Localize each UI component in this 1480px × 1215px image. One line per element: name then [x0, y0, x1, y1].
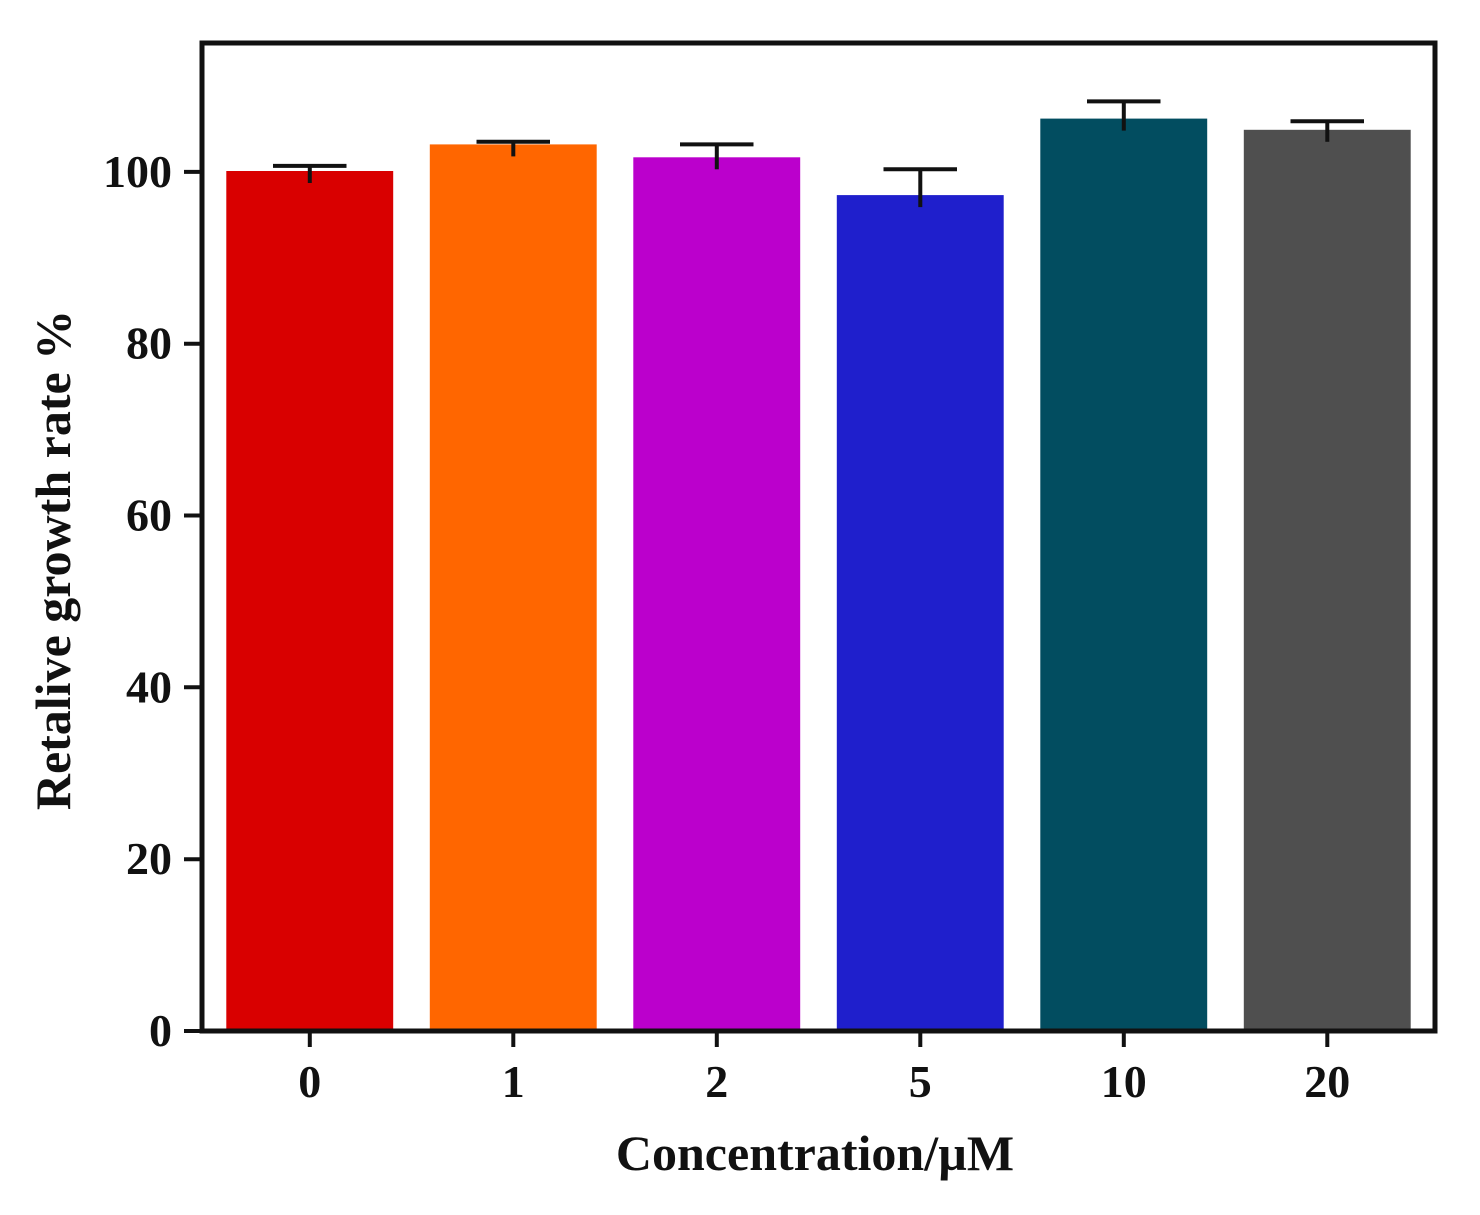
- x-tick-label-10: 10: [1101, 1056, 1147, 1107]
- bar-20: [1243, 129, 1411, 1032]
- bar-0: [226, 171, 394, 1031]
- bars-layer: [226, 118, 1411, 1032]
- y-tick-label-20: 20: [126, 833, 172, 884]
- y-tick-label-0: 0: [149, 1005, 172, 1056]
- x-tick-label-5: 5: [909, 1056, 932, 1107]
- y-axis: 0 20 40 60 80 100: [103, 146, 202, 1056]
- y-axis-title: Retalive growth rate %: [25, 310, 81, 810]
- x-tick-label-1: 1: [502, 1056, 525, 1107]
- bar-5: [836, 195, 1004, 1032]
- y-tick-label-60: 60: [126, 490, 172, 541]
- x-tick-label-20: 20: [1304, 1056, 1350, 1107]
- y-tick-label-40: 40: [126, 661, 172, 712]
- x-tick-label-0: 0: [298, 1056, 321, 1107]
- x-tick-label-2: 2: [705, 1056, 728, 1107]
- error-bars-layer: [273, 99, 1364, 208]
- x-axis: 0 1 2 5 10 20: [298, 1031, 1350, 1107]
- plot-frame: [199, 40, 1438, 1034]
- bar-10: [1040, 118, 1208, 1032]
- y-tick-label-80: 80: [126, 318, 172, 369]
- y-tick-label-100: 100: [103, 146, 172, 197]
- x-axis-title: Concentration/µM: [616, 1125, 1014, 1181]
- bar-1: [429, 144, 597, 1031]
- bar-2: [633, 157, 801, 1032]
